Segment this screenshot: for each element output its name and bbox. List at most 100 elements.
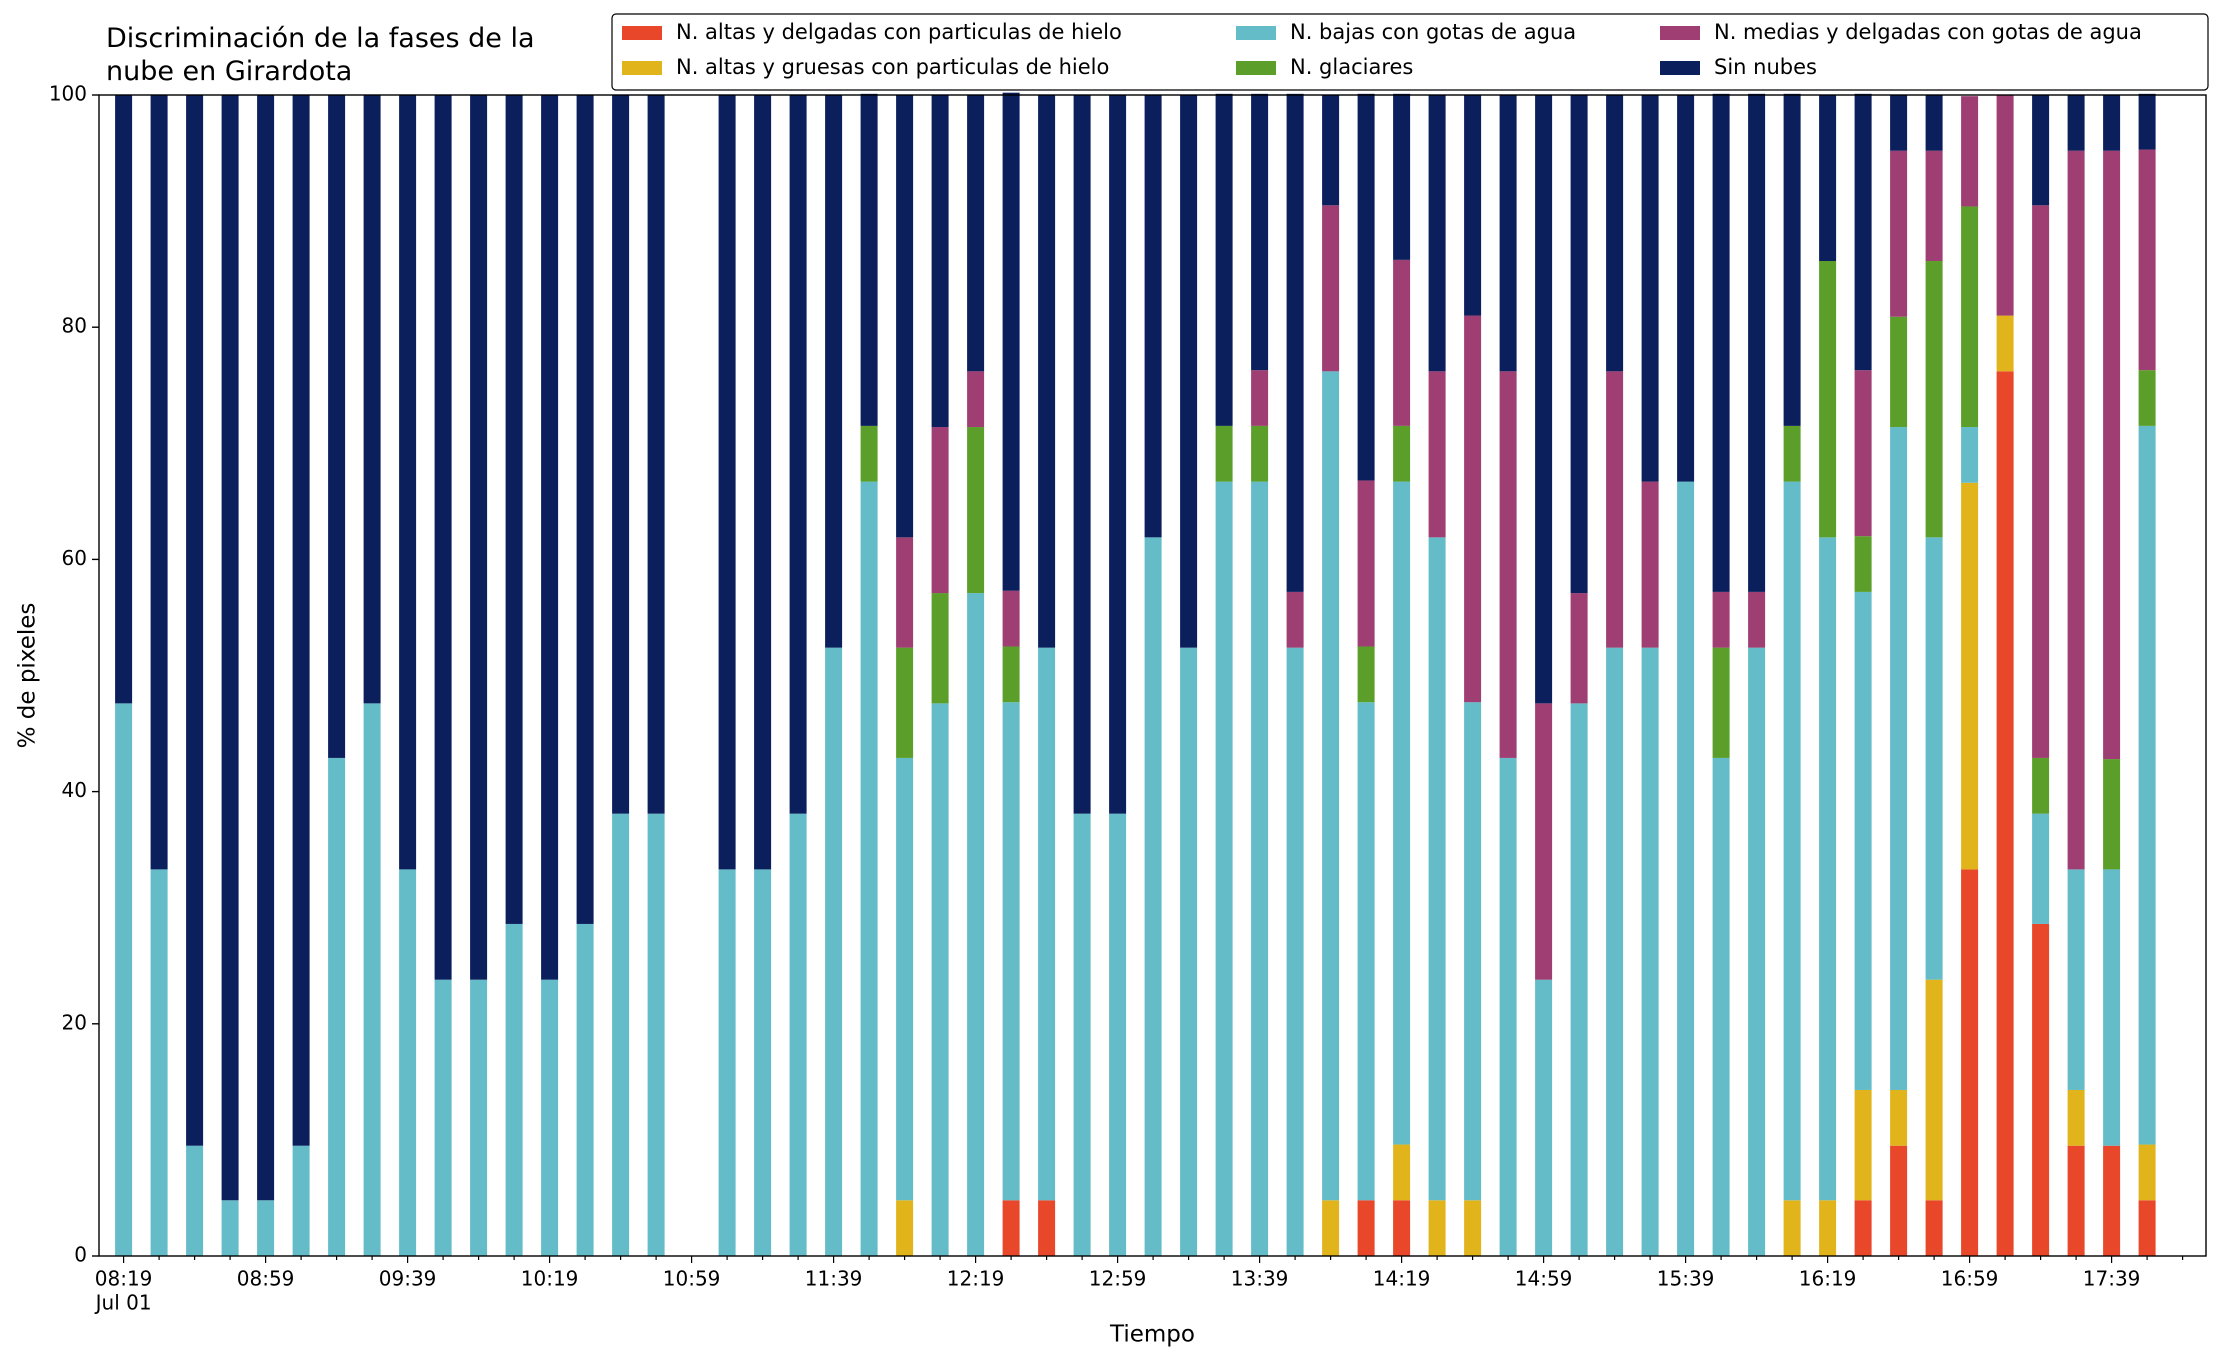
- bar-segment: [1961, 206, 1979, 428]
- x-tick-label: 12:59: [1089, 1267, 1147, 1291]
- chart-title: Discriminación de la fases de la nube en…: [106, 23, 535, 87]
- legend-box: [611, 13, 2209, 91]
- plot-frame: [98, 94, 2207, 1257]
- bar-segment: [1322, 95, 1340, 206]
- bar-segment: [1783, 93, 1801, 426]
- bar-segment: [1890, 95, 1908, 151]
- bar-segment: [470, 979, 488, 1256]
- bar-segment: [1748, 93, 1766, 592]
- y-tick-label: 60: [62, 546, 87, 570]
- bar-segment: [931, 703, 949, 1256]
- y-tick-label: 100: [49, 82, 87, 106]
- bar-segment: [1996, 95, 2014, 316]
- bar-segment: [2138, 1200, 2156, 1256]
- bar-segment: [186, 95, 204, 1146]
- bar-segment: [1712, 647, 1730, 758]
- x-tick-label: 09:39: [379, 1267, 437, 1291]
- bar-segment: [541, 95, 559, 980]
- bar-segment: [1215, 481, 1233, 1256]
- bar-segment: [1038, 1200, 1056, 1256]
- bar-segment: [647, 813, 665, 1256]
- bar-segment: [825, 95, 843, 648]
- legend-label: N. glaciares: [1290, 55, 1413, 79]
- bar-segment: [1641, 647, 1659, 1256]
- bar-segment: [1002, 92, 1020, 591]
- bar-segment: [1961, 96, 1979, 207]
- bar-segment: [1038, 95, 1056, 648]
- bar-segment: [1712, 93, 1730, 592]
- bar-segment: [1322, 371, 1340, 1201]
- bar-segment: [1464, 95, 1482, 316]
- bar-segment: [2138, 425, 2156, 1145]
- bar-segment: [1712, 757, 1730, 1256]
- bar-segment: [1854, 370, 1872, 537]
- bar-segment: [115, 703, 133, 1256]
- bar-segment: [789, 813, 807, 1256]
- bar-segment: [860, 93, 878, 426]
- bar-segment: [1357, 1200, 1375, 1256]
- x-tick-label: 15:39: [1657, 1267, 1715, 1291]
- bar-segment: [1144, 95, 1162, 538]
- bar-segment: [931, 593, 949, 704]
- y-tick-label: 0: [74, 1243, 87, 1267]
- bar-segment: [1144, 537, 1162, 1256]
- bar-segment: [1393, 259, 1411, 426]
- bar-segment: [1357, 480, 1375, 647]
- bar-segment: [1535, 979, 1553, 1256]
- bar-segment: [825, 647, 843, 1256]
- bar-segment: [1073, 95, 1091, 814]
- bar-segment: [2138, 1144, 2156, 1201]
- bar-segment: [896, 757, 914, 1201]
- bar-segment: [1357, 702, 1375, 1201]
- bar-segment: [1109, 813, 1127, 1256]
- legend-swatch: [1660, 26, 1700, 40]
- x-tick-label: 11:39: [805, 1267, 863, 1291]
- bar-segment: [1961, 869, 1979, 1256]
- bar-segment: [1996, 315, 2014, 372]
- bar-segment: [967, 593, 985, 1256]
- bar-segment: [1002, 590, 1020, 647]
- y-tick-label: 20: [62, 1010, 87, 1034]
- legend-swatch: [1236, 61, 1276, 75]
- bar-segment: [363, 95, 381, 704]
- bar-segment: [967, 371, 985, 428]
- x-axis-label: Tiempo: [1109, 1322, 1195, 1348]
- bar-segment: [1819, 537, 1837, 1201]
- bar-segment: [1890, 1089, 1908, 1146]
- bar-segment: [1641, 481, 1659, 648]
- bar-segment: [1890, 1145, 1908, 1256]
- bar-segment: [1038, 647, 1056, 1201]
- bar-segment: [1428, 537, 1446, 1201]
- bar-segment: [1570, 703, 1588, 1256]
- bar-segment: [1002, 1200, 1020, 1256]
- bar-segment: [150, 95, 168, 870]
- bar-segment: [1641, 95, 1659, 482]
- bar-segment: [399, 869, 417, 1256]
- bar-segment: [292, 1145, 310, 1256]
- x-tick-label: 16:19: [1799, 1267, 1857, 1291]
- legend-swatch: [1660, 61, 1700, 75]
- bar-segment: [257, 1200, 275, 1256]
- legend-swatch: [1236, 26, 1276, 40]
- x-date-label: Jul 01: [94, 1291, 152, 1315]
- bar-segment: [1251, 93, 1269, 371]
- bar-segment: [2032, 205, 2050, 758]
- bar-segment: [1854, 536, 1872, 592]
- x-tick-label: 14:59: [1515, 1267, 1573, 1291]
- bar-segment: [328, 95, 346, 758]
- bar-segment: [1180, 95, 1198, 648]
- bar-segment: [647, 95, 665, 814]
- x-tick-label: 17:39: [2083, 1267, 2141, 1291]
- bar-segment: [2032, 923, 2050, 1256]
- bar-segment: [505, 923, 523, 1256]
- bar-segment: [221, 1200, 239, 1256]
- bar-segment: [860, 481, 878, 1256]
- bar-segment: [1393, 1144, 1411, 1201]
- bar-segment: [2103, 1145, 2121, 1256]
- bar-segment: [1073, 813, 1091, 1256]
- bar-segment: [754, 869, 772, 1256]
- bar-segment: [754, 95, 772, 870]
- bar-segment: [2067, 1089, 2085, 1146]
